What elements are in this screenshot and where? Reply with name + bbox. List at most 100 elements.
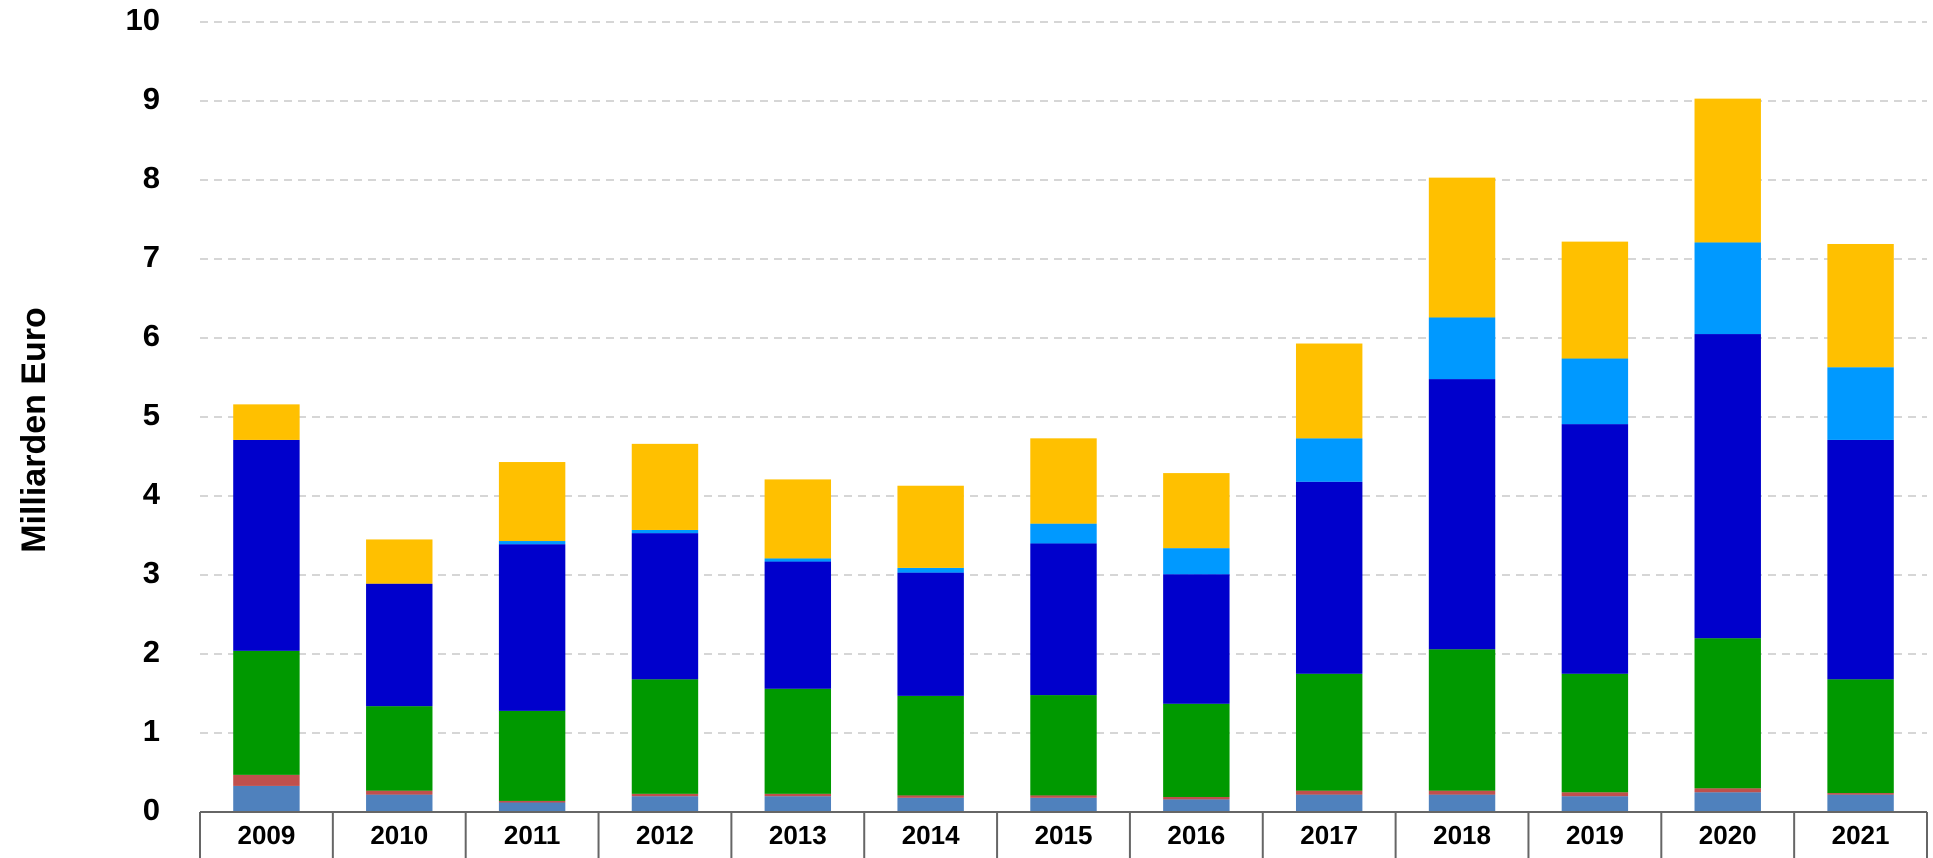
bar-segment <box>1163 574 1230 704</box>
x-tick-label: 2017 <box>1300 820 1358 850</box>
bar-segment <box>1030 438 1097 524</box>
x-tick-label: 2013 <box>769 820 827 850</box>
x-tick-label: 2015 <box>1035 820 1093 850</box>
bar-segment <box>1428 794 1496 812</box>
bar-segment <box>1694 788 1761 793</box>
bar-segment <box>1694 98 1761 243</box>
bar-segment <box>1827 794 1894 812</box>
y-tick-label: 7 <box>143 239 160 274</box>
x-tick-label: 2016 <box>1167 820 1225 850</box>
bar-segment <box>233 650 300 775</box>
bar-segment <box>764 688 832 794</box>
bar-segment <box>1030 543 1097 696</box>
bar-segment <box>1163 548 1230 575</box>
bar-segment <box>366 539 433 584</box>
bar-segment <box>631 529 699 534</box>
bar-segment <box>1561 241 1629 359</box>
bar-segment <box>897 695 964 796</box>
bar-segment <box>631 533 699 680</box>
bar-segment <box>897 567 964 573</box>
bar-segment <box>1295 481 1363 674</box>
bar-segment <box>1561 792 1629 797</box>
bar-segment <box>1030 695 1097 796</box>
bar-segment <box>498 710 566 801</box>
bar-segment <box>1561 424 1629 674</box>
bar-segment <box>1030 523 1097 544</box>
bar-segment <box>233 439 300 651</box>
bar-segment <box>1827 439 1894 680</box>
bar-segment <box>1561 673 1629 793</box>
bar-segment <box>1163 796 1230 800</box>
bar-segment <box>1694 242 1761 335</box>
bar-segment <box>764 793 832 797</box>
bar-segment <box>1428 379 1496 650</box>
bar-segment <box>1827 679 1894 794</box>
y-tick-label: 4 <box>143 476 161 511</box>
y-axis-label: Milliarden Euro <box>15 307 53 553</box>
bar-segment <box>1428 790 1496 795</box>
bar-segment <box>764 796 832 812</box>
bar-segment <box>366 794 433 812</box>
bar-segment <box>897 795 964 798</box>
bar-segment <box>498 541 566 545</box>
bar-segment <box>366 583 433 707</box>
y-tick-label: 6 <box>143 318 160 353</box>
bar-segment <box>631 796 699 812</box>
bar-segment <box>233 785 300 812</box>
x-tick-label: 2010 <box>370 820 428 850</box>
bar-segment <box>764 479 832 559</box>
bar-segment <box>1428 649 1496 791</box>
bar-segment <box>631 679 699 794</box>
bar-segment <box>366 790 433 795</box>
bar-segment <box>1030 795 1097 798</box>
bar-segment <box>1827 367 1894 440</box>
bar-segment <box>897 485 964 568</box>
bar-segment <box>1295 794 1363 812</box>
bar-segment <box>366 706 433 791</box>
bar-segment <box>1428 177 1496 318</box>
x-tick-label: 2009 <box>238 820 296 850</box>
bar-segment <box>1163 473 1230 549</box>
y-tick-label: 1 <box>143 713 160 748</box>
x-tick-label: 2014 <box>902 820 960 850</box>
bar-segment <box>1694 792 1761 812</box>
y-tick-label: 0 <box>143 792 160 827</box>
x-tick-label: 2021 <box>1832 820 1890 850</box>
x-tick-label: 2019 <box>1566 820 1624 850</box>
bar-segment <box>1827 793 1894 795</box>
bar-segment <box>1030 797 1097 812</box>
bar-segment <box>1694 638 1761 789</box>
x-tick-label: 2012 <box>636 820 694 850</box>
bar-segment <box>764 561 832 689</box>
x-tick-label: 2020 <box>1699 820 1757 850</box>
bar-segment <box>1694 334 1761 639</box>
y-tick-label: 8 <box>143 160 160 195</box>
bar-segment <box>1827 243 1894 368</box>
y-tick-label: 3 <box>143 555 160 590</box>
bar-segment <box>897 797 964 812</box>
bar-segment <box>498 800 566 803</box>
bar-segment <box>1561 796 1629 812</box>
bar-segment <box>1295 673 1363 791</box>
bar-segment <box>498 544 566 711</box>
bar-segment <box>233 774 300 786</box>
bar-segment <box>631 793 699 797</box>
bar-segment <box>1428 317 1496 380</box>
y-tick-label: 2 <box>143 634 160 669</box>
bar-segment <box>1163 703 1230 797</box>
bar-segment <box>1295 438 1363 482</box>
y-tick-label: 10 <box>126 2 160 37</box>
bar-segment <box>1295 790 1363 795</box>
bar-segment <box>498 802 566 812</box>
bar-segment <box>1561 358 1629 425</box>
y-tick-label: 5 <box>143 397 160 432</box>
bar-segment <box>498 462 566 542</box>
bar-segment <box>233 404 300 440</box>
x-tick-label: 2011 <box>504 820 560 850</box>
bar-segment <box>631 443 699 530</box>
bar-segment <box>1295 343 1363 439</box>
bar-segment <box>897 572 964 696</box>
x-tick-label: 2018 <box>1433 820 1491 850</box>
